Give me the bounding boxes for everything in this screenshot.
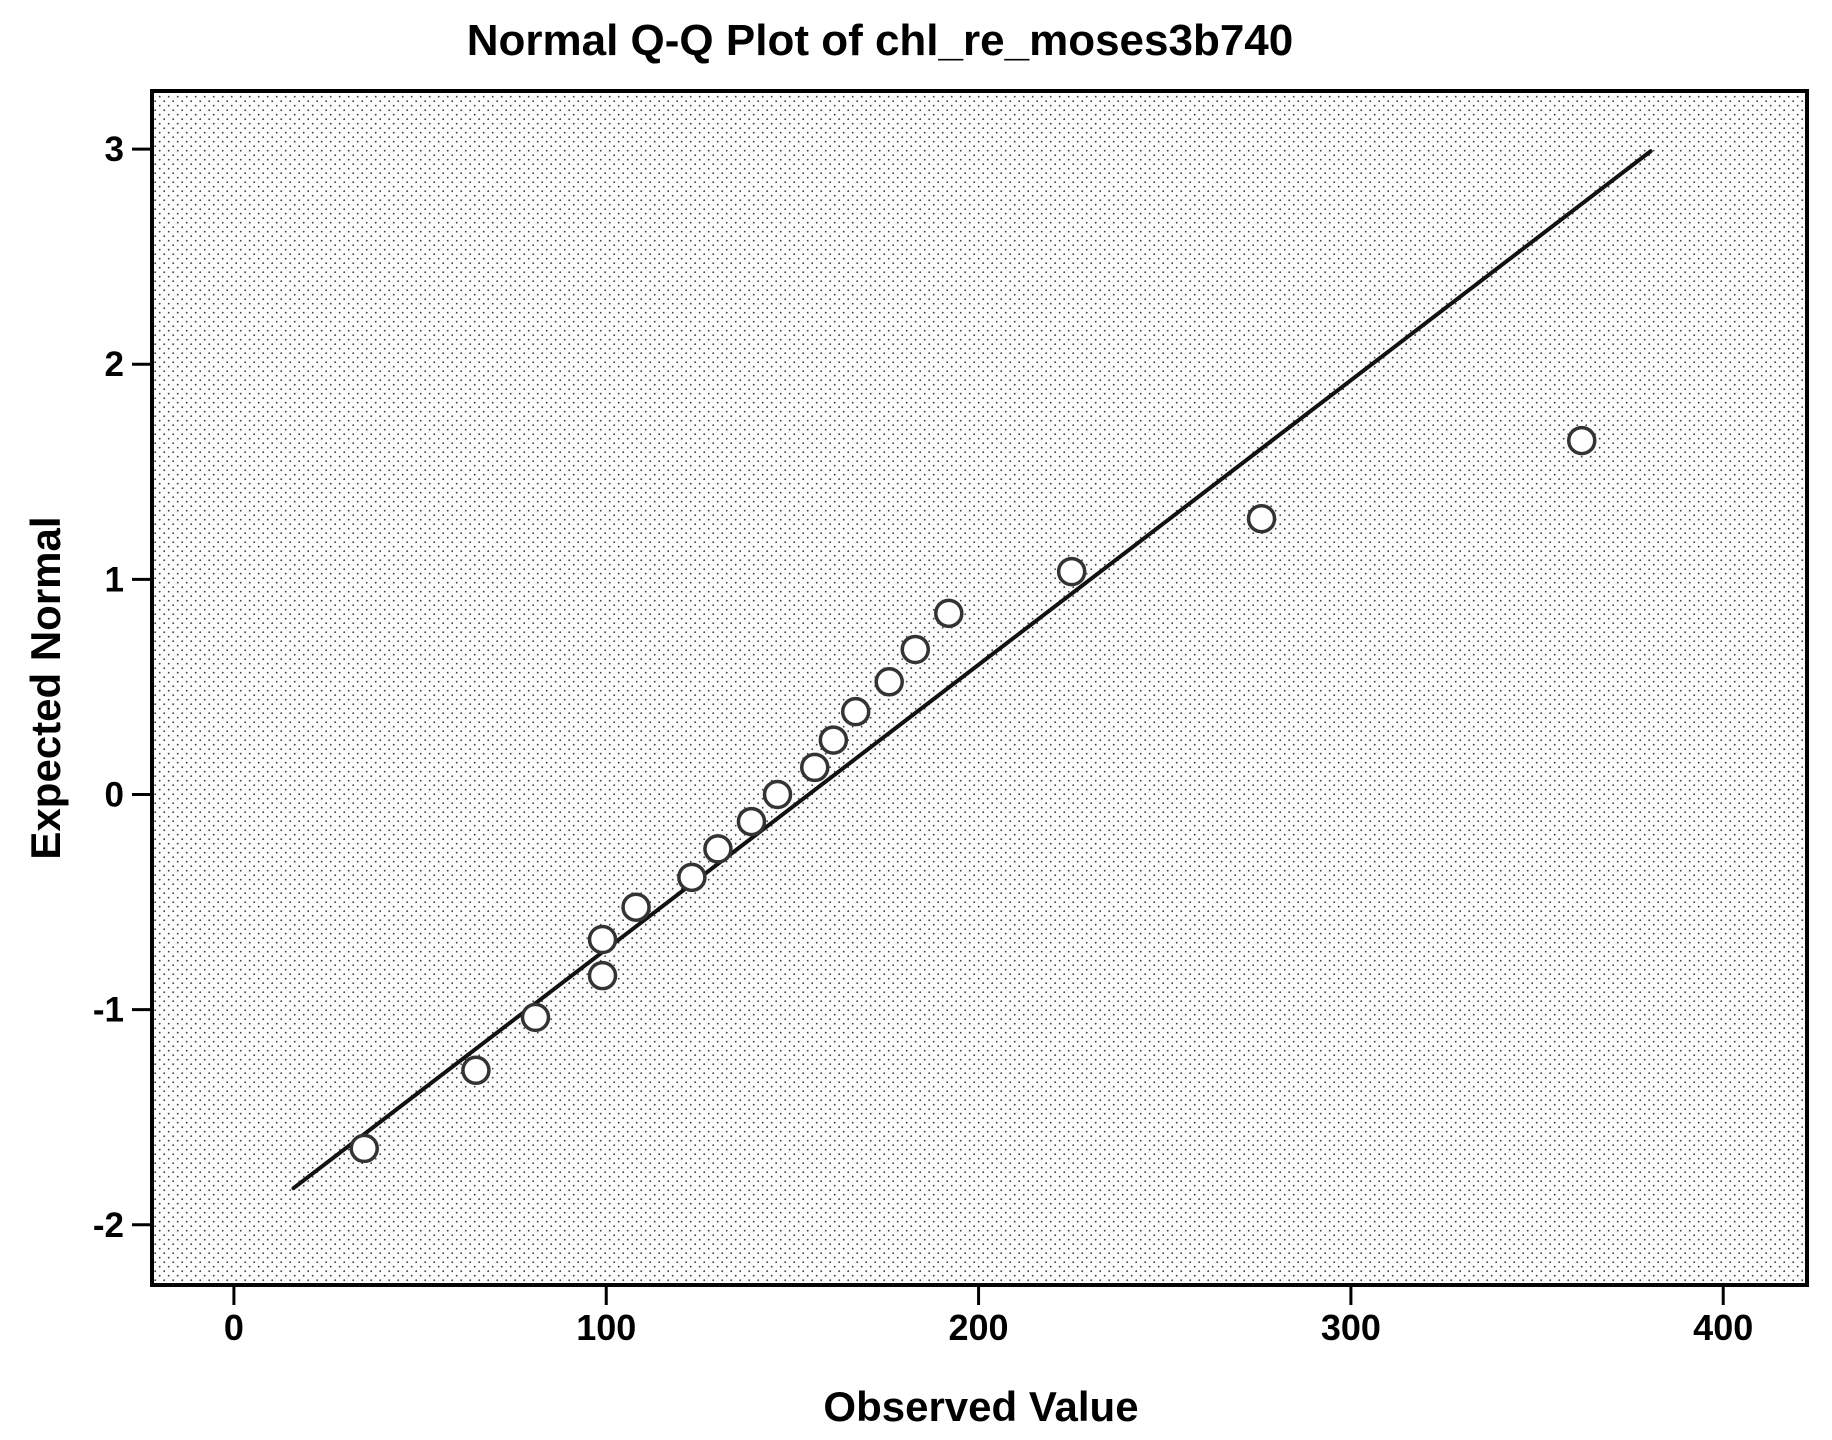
y-tick-label: -2 — [93, 1206, 124, 1245]
data-point-marker — [587, 960, 618, 991]
y-tick-label: 2 — [105, 345, 124, 384]
data-point-marker — [840, 696, 871, 727]
data-point-marker — [621, 892, 651, 922]
y-tick-label: 3 — [105, 130, 124, 169]
data-point-marker — [874, 667, 904, 697]
data-point-marker — [1246, 503, 1277, 534]
x-tick-label: 300 — [1321, 1307, 1381, 1348]
data-point-marker — [900, 634, 931, 665]
data-point-marker — [703, 834, 733, 864]
x-tick-label: 400 — [1693, 1307, 1753, 1348]
y-tick-label: 0 — [105, 775, 124, 814]
x-tick-label: 0 — [224, 1307, 244, 1348]
data-point-marker — [677, 862, 707, 893]
data-point-marker — [818, 725, 849, 755]
x-tick-label: 200 — [949, 1307, 1009, 1348]
data-point-marker — [762, 779, 793, 810]
data-point-marker — [799, 752, 830, 783]
data-point-marker — [520, 1002, 551, 1033]
y-tick-label: -1 — [93, 991, 124, 1030]
data-point-marker — [349, 1133, 379, 1164]
data-point-marker — [461, 1055, 491, 1086]
data-point-marker — [1056, 556, 1087, 587]
data-point-marker — [736, 806, 767, 837]
reference-line — [291, 149, 1653, 1191]
chart-title: Normal Q-Q Plot of chl_re_moses3b740 — [466, 16, 1294, 65]
x-axis-label: Observed Value — [823, 1383, 1139, 1430]
data-point-marker — [934, 598, 964, 629]
data-point-marker — [1566, 425, 1597, 456]
data-point-marker — [587, 924, 618, 955]
y-tick-label: 1 — [105, 560, 124, 599]
x-tick-label: 100 — [576, 1307, 636, 1348]
